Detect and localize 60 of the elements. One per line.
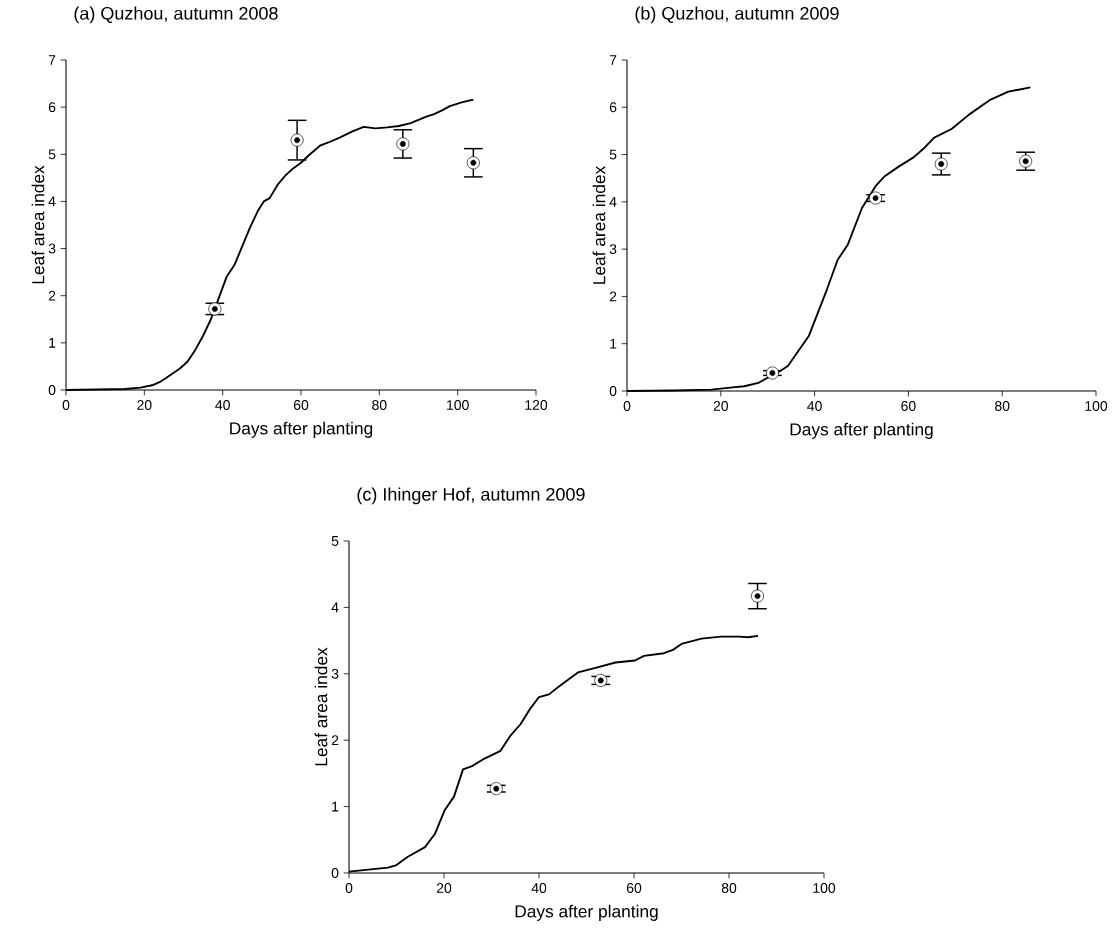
y-tick-label: 5 [331, 536, 339, 546]
point [396, 137, 410, 151]
y-tick-label: 4 [609, 197, 617, 207]
point [751, 589, 764, 603]
y-tick-label: 3 [48, 243, 56, 254]
y-tick-label: 2 [331, 735, 339, 746]
x-tick-label: 40 [531, 883, 547, 893]
x-axis-title: Days after planting [790, 422, 933, 439]
y-tick-label: 1 [49, 338, 56, 348]
x-tick-label: 20 [436, 883, 452, 893]
point [208, 302, 222, 316]
point [934, 157, 948, 171]
x-tick-label: 20 [137, 400, 152, 410]
x-tick-label: 0 [345, 883, 353, 893]
x-tick-label: 60 [901, 401, 916, 411]
point [765, 366, 779, 380]
x-tick-label: 100 [447, 400, 469, 410]
y-axis-title: Leaf area index [592, 165, 606, 284]
y-tick-label: 3 [331, 668, 339, 679]
point [489, 782, 503, 796]
x-tick-label: 0 [623, 401, 631, 411]
x-tick-label: 60 [293, 400, 309, 410]
y-tick-label: 6 [609, 102, 617, 113]
y-axis-title: Leaf area index [314, 647, 328, 766]
x-axis-title: Days after planting [515, 904, 658, 921]
x-tick-label: 80 [372, 400, 387, 410]
chart-title: (a) Quzhou, autumn 2008 [74, 6, 278, 24]
y-tick-label: 3 [609, 244, 617, 255]
x-tick-label: 80 [995, 401, 1010, 411]
x-tick-label: 120 [525, 400, 548, 410]
x-tick-label: 60 [626, 883, 642, 893]
y-tick-label: 0 [331, 868, 339, 878]
y-tick-label: 2 [609, 291, 617, 302]
y-tick-label: 4 [48, 196, 56, 207]
point [290, 133, 304, 147]
chart-title: (c) Ihinger Hof, autumn 2009 [357, 487, 585, 505]
y-tick-label: 5 [48, 149, 56, 160]
point [594, 673, 608, 687]
x-tick-label: 40 [807, 401, 822, 411]
y-tick-label: 5 [609, 149, 617, 160]
y-tick-label: 0 [48, 385, 56, 395]
x-tick-label: 100 [1085, 401, 1108, 411]
y-tick-label: 2 [48, 290, 56, 301]
point [466, 156, 480, 170]
chart-title: (b) Quzhou, autumn 2009 [635, 6, 839, 24]
y-tick-label: 1 [332, 801, 339, 812]
x-axis-title: Days after planting [230, 421, 373, 438]
point [869, 191, 883, 205]
x-tick-label: 100 [813, 883, 836, 893]
y-tick-label: 7 [48, 55, 56, 65]
x-tick-label: 20 [713, 401, 729, 411]
x-tick-label: 0 [62, 400, 70, 410]
y-tick-label: 6 [48, 102, 56, 113]
y-axis-title: Leaf area index [31, 165, 45, 284]
y-tick-label: 0 [609, 386, 617, 396]
y-tick-label: 7 [609, 55, 617, 65]
x-tick-label: 40 [215, 400, 230, 410]
y-tick-label: 4 [331, 602, 339, 613]
x-tick-label: 80 [721, 883, 737, 893]
y-tick-label: 1 [610, 338, 617, 349]
